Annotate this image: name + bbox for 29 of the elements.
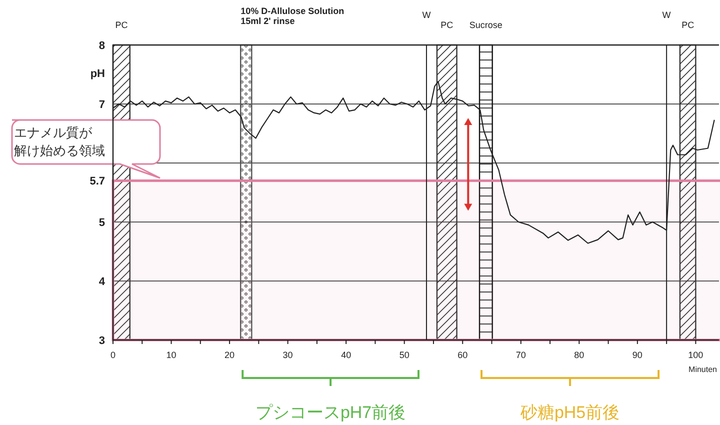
text: 砂糖pH5前後 bbox=[519, 403, 620, 422]
x-tick-label: 60 bbox=[458, 350, 468, 360]
x-tick-label: 10 bbox=[166, 350, 176, 360]
x-tick-label: 70 bbox=[516, 350, 526, 360]
y-axis-title: pH bbox=[90, 68, 106, 80]
x-tick-label: 80 bbox=[574, 350, 584, 360]
x-tick-label: 40 bbox=[341, 350, 352, 360]
ref-line-label: W bbox=[662, 10, 672, 20]
band-label: PC bbox=[440, 20, 454, 30]
x-tick-label: 50 bbox=[399, 350, 410, 360]
x-tick-label: 0 bbox=[110, 350, 116, 360]
band-label: エナメル質が解け始める領域 bbox=[14, 125, 105, 158]
y-tick-label: 5 bbox=[98, 217, 105, 229]
x-tick-label: 20 bbox=[224, 350, 235, 360]
ref-line-label: W bbox=[422, 10, 432, 20]
band-label: PC bbox=[115, 20, 128, 30]
x-tick-label: 90 bbox=[632, 350, 642, 360]
y-tick-label: 3 bbox=[98, 335, 105, 347]
band-label: PC bbox=[682, 20, 695, 30]
band-label: 10% D-Allulose Solution 15ml 2' rinse bbox=[240, 6, 344, 26]
y-tick-label: 7 bbox=[98, 99, 105, 111]
y-tick-label: 4 bbox=[98, 276, 106, 288]
text: プシコースpH7前後 bbox=[255, 403, 406, 422]
x-axis-title: Minuten bbox=[688, 365, 717, 374]
y-tick-label: 5.7 bbox=[90, 176, 105, 188]
x-tick-label: 100 bbox=[688, 350, 704, 360]
band-label: Sucrose bbox=[469, 20, 502, 30]
x-tick-label: 30 bbox=[282, 350, 293, 360]
y-tick-label: 8 bbox=[98, 40, 105, 52]
